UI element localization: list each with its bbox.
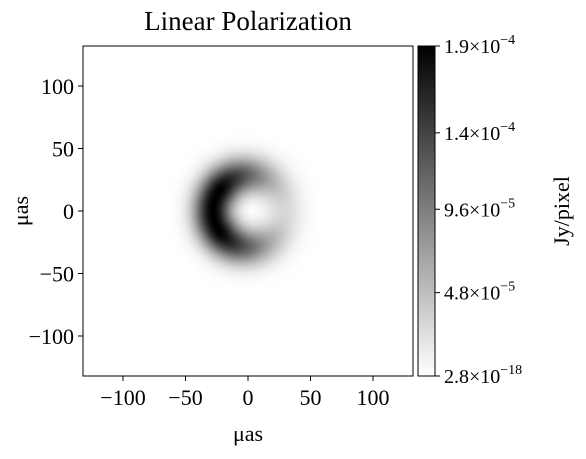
y-tick-label: 50: [52, 137, 74, 162]
x-tick-label: 50: [300, 385, 322, 410]
x-tick-label: −50: [168, 385, 202, 410]
colorbar-ticks: 1.9×10−4 1.4×10−4 9.6×10−5 4.8×10−5 2.8×10−1…: [435, 33, 522, 388]
heatmap-image: [83, 46, 413, 376]
chart-title: Linear Polarization: [144, 6, 352, 36]
colorbar-tick-label: 2.8×10−18: [444, 363, 522, 388]
plot-area: −100 −50 0 50 100 100 50 0 −50 −100: [29, 45, 414, 410]
y-tick-label: 100: [41, 74, 74, 99]
colorbar-tick-label: 9.6×10−5: [444, 196, 515, 221]
colorbar-label: Jy/pixel: [549, 176, 574, 246]
y-tick-label: −50: [40, 262, 74, 287]
y-axis-ticks: 100 50 0 −50 −100: [29, 74, 83, 349]
x-tick-label: −100: [100, 385, 145, 410]
colorbar-tick-label: 4.8×10−5: [444, 280, 515, 305]
x-tick-label: 0: [243, 385, 254, 410]
y-axis-label: μas: [8, 196, 33, 226]
colorbar: 1.9×10−4 1.4×10−4 9.6×10−5 4.8×10−5 2.8×10−1…: [417, 33, 522, 388]
colorbar-tick-label: 1.4×10−4: [444, 120, 515, 145]
x-tick-label: 100: [357, 385, 390, 410]
x-axis-ticks: −100 −50 0 50 100: [100, 376, 390, 410]
y-tick-label: 0: [63, 199, 74, 224]
colorbar-frame: [417, 45, 436, 377]
y-tick-label: −100: [29, 324, 74, 349]
x-axis-label: μas: [233, 421, 263, 446]
colorbar-gradient: [418, 46, 435, 376]
colorbar-tick-label: 1.9×10−4: [444, 33, 515, 58]
